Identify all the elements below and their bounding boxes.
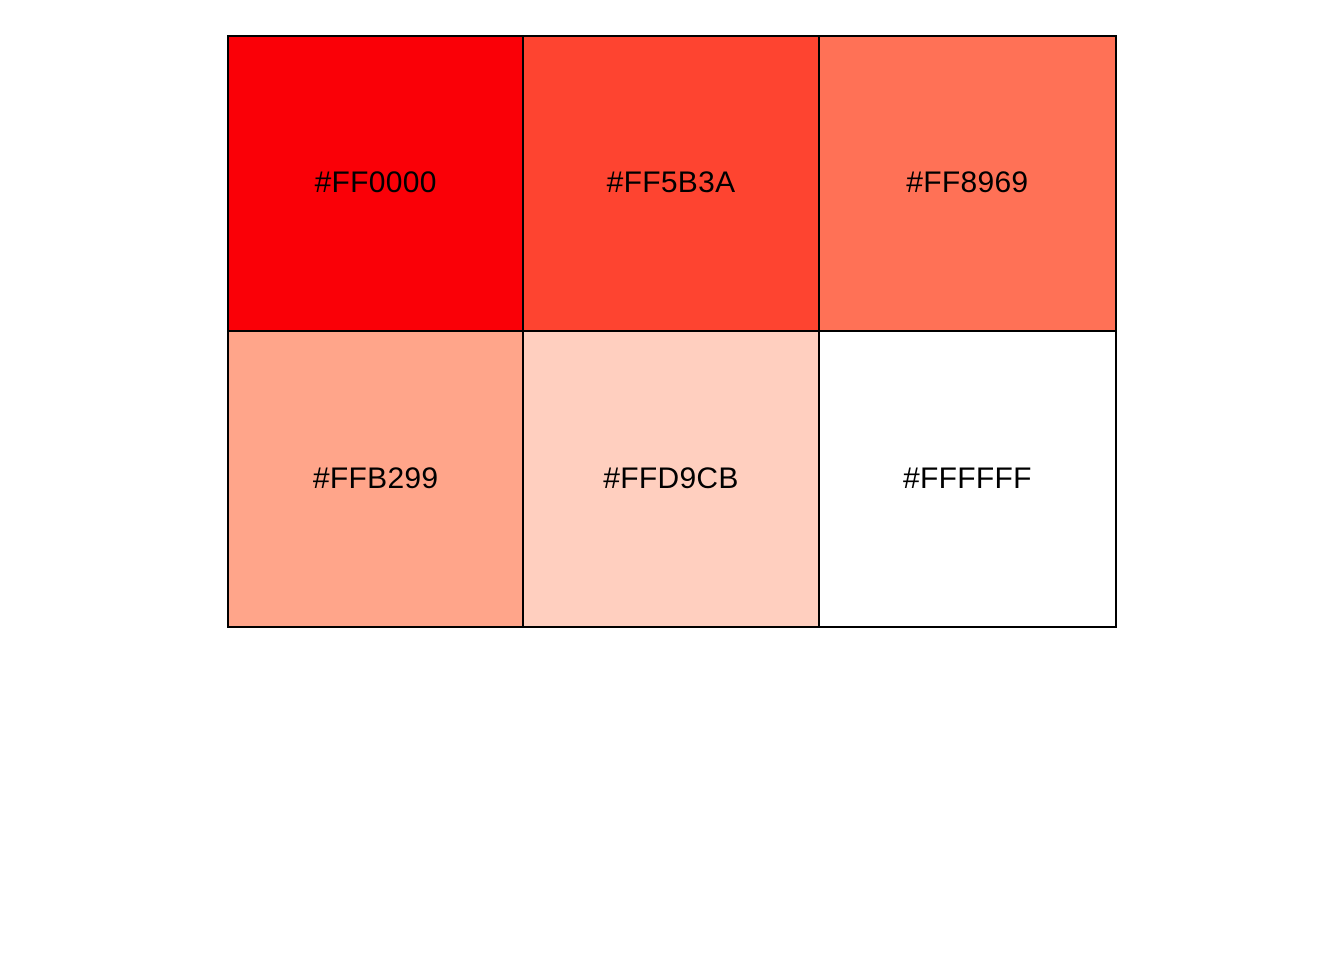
color-swatch: #FFD9CB bbox=[524, 331, 820, 626]
swatch-hex-label: #FFFFFF bbox=[902, 461, 1032, 495]
color-palette-grid: #FF0000 #FF5B3A #FF8969 #FFB299 #FFD9CB … bbox=[227, 35, 1117, 628]
color-swatch: #FF8969 bbox=[819, 37, 1115, 332]
swatch-hex-label: #FFB299 bbox=[312, 461, 439, 495]
swatch-hex-label: #FF0000 bbox=[314, 166, 437, 200]
swatch-hex-label: #FF5B3A bbox=[606, 166, 736, 200]
color-swatch: #FF0000 bbox=[229, 37, 525, 332]
color-swatch: #FFFFFF bbox=[819, 331, 1115, 626]
color-swatch: #FFB299 bbox=[229, 331, 525, 626]
swatch-hex-label: #FF8969 bbox=[906, 166, 1029, 200]
color-swatch: #FF5B3A bbox=[524, 37, 820, 332]
swatch-hex-label: #FFD9CB bbox=[603, 461, 739, 495]
